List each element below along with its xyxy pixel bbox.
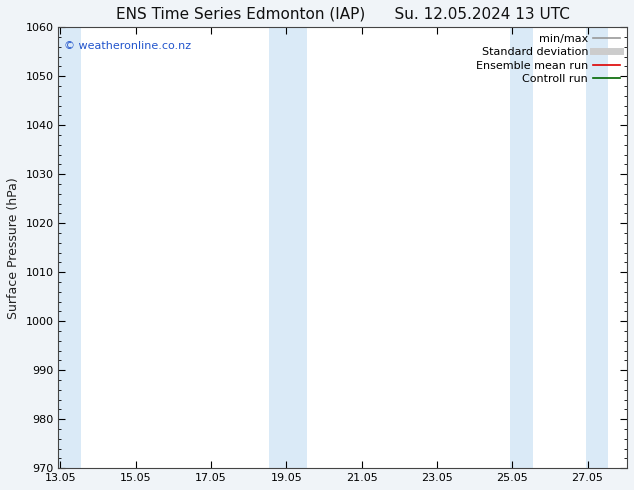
Bar	[58, 27, 81, 468]
Legend: min/max, Standard deviation, Ensemble mean run, Controll run: min/max, Standard deviation, Ensemble me…	[472, 29, 625, 88]
Title: ENS Time Series Edmonton (IAP)      Su. 12.05.2024 13 UTC: ENS Time Series Edmonton (IAP) Su. 12.05…	[116, 7, 570, 22]
Text: © weatheronline.co.nz: © weatheronline.co.nz	[64, 41, 191, 50]
Bar	[510, 27, 533, 468]
Bar	[586, 27, 608, 468]
Y-axis label: Surface Pressure (hPa): Surface Pressure (hPa)	[7, 177, 20, 318]
Bar	[269, 27, 307, 468]
